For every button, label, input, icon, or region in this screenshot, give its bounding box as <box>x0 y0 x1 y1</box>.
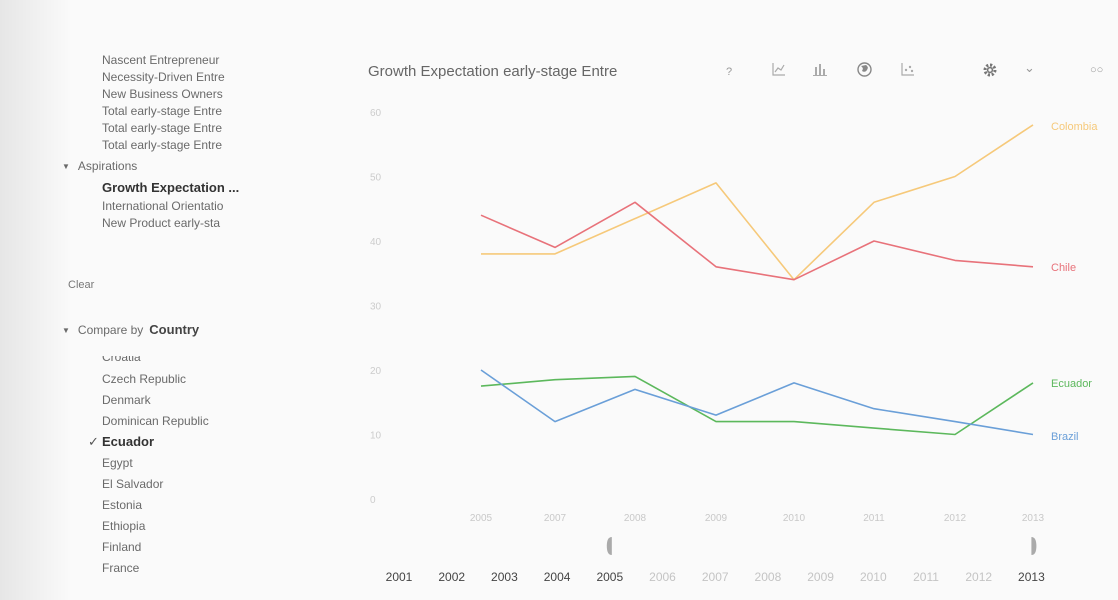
compare-by-value: Country <box>149 322 200 337</box>
indicator-item[interactable]: Total early-stage Entre <box>102 121 223 135</box>
y-tick-label: 20 <box>370 366 382 377</box>
x-tick-label: 2012 <box>944 513 967 524</box>
globe-icon[interactable] <box>857 62 872 80</box>
line-chart-icon[interactable] <box>772 62 786 79</box>
timeline-year: 2012 <box>965 570 992 584</box>
clear-button[interactable]: Clear <box>68 279 95 291</box>
country-item[interactable]: Croatia <box>102 350 141 364</box>
gear-icon[interactable] <box>982 62 998 81</box>
collapse-triangle-icon: ▼ <box>62 326 70 335</box>
series-line-ecuador <box>480 375 1034 436</box>
y-tick-label: 10 <box>370 431 382 442</box>
x-tick-label: 2005 <box>470 513 493 524</box>
left-edge-shadow <box>0 0 70 600</box>
timeline-year: 2002 <box>438 570 465 584</box>
x-tick-label: 2011 <box>863 513 885 524</box>
chart-title: Growth Expectation early-stage Entre <box>368 63 618 80</box>
timeline-year: 2007 <box>702 570 729 584</box>
country-item[interactable]: Ethiopia <box>102 519 146 533</box>
line-chart-glyph <box>772 63 785 76</box>
series-label-chile: Chile <box>1051 262 1076 274</box>
bar-chart-glyph <box>813 64 827 76</box>
y-tick-label: 30 <box>370 302 382 313</box>
timeline-year: 2011 <box>913 570 939 584</box>
indicator-item[interactable]: New Business Owners <box>102 87 223 101</box>
timeline-handle[interactable] <box>1031 537 1037 555</box>
y-tick-label: 50 <box>370 173 382 184</box>
collapse-triangle-icon: ▼ <box>62 162 70 171</box>
country-item-selected[interactable]: ✓ Ecuador <box>88 434 155 449</box>
gear-glyph <box>983 63 997 77</box>
timeline-year: 2006 <box>649 570 676 584</box>
x-tick-label: 2007 <box>544 513 567 524</box>
aspiration-item[interactable]: New Product early-sta <box>102 216 221 230</box>
timeline-year: 2008 <box>755 570 782 584</box>
timeline-handle[interactable] <box>606 537 612 555</box>
series-label-ecuador: Ecuador <box>1051 378 1092 390</box>
aspirations-label: Aspirations <box>77 159 138 173</box>
country-item[interactable]: Denmark <box>102 393 151 407</box>
country-item[interactable]: Finland <box>102 540 142 554</box>
country-item[interactable]: El Salvador <box>102 477 164 491</box>
timeline-year: 2001 <box>386 570 413 584</box>
indicator-item[interactable]: Nascent Entrepreneur <box>102 53 220 67</box>
indicator-item[interactable]: Total early-stage Entre <box>102 104 223 118</box>
checkmark-icon: ✓ <box>88 434 99 449</box>
timeline-year: 2013 <box>1018 570 1045 584</box>
country-label: Ecuador <box>102 434 155 449</box>
country-item[interactable]: Czech Republic <box>102 372 187 386</box>
series-line-chile <box>480 201 1034 281</box>
sidebar: Nascent Entrepreneur Necessity-Driven En… <box>0 0 330 600</box>
aspirations-group-toggle[interactable]: ▼ Aspirations <box>62 159 137 173</box>
timeline-year: 2005 <box>596 570 623 584</box>
indicator-item[interactable]: Total early-stage Entre <box>102 138 223 152</box>
indicator-item[interactable]: Necessity-Driven Entre <box>102 70 225 84</box>
x-tick-label: 2008 <box>624 513 647 524</box>
x-tick-label: 2013 <box>1022 513 1045 524</box>
scatter-glyph <box>901 63 914 76</box>
timeline-year: 2004 <box>544 570 571 584</box>
series-line-brazil <box>480 369 1034 436</box>
globe-glyph <box>857 62 872 77</box>
help-button[interactable]: ? <box>726 66 733 78</box>
series-label-brazil: Brazil <box>1051 431 1079 443</box>
aspiration-item[interactable]: International Orientatio <box>102 199 224 213</box>
timeline-year: 2003 <box>491 570 518 584</box>
y-tick-label: 60 <box>370 108 382 119</box>
country-item[interactable]: France <box>102 561 140 575</box>
compare-by-toggle[interactable]: ▼ Compare by Country <box>62 322 199 337</box>
aspiration-item-selected[interactable]: Growth Expectation ... <box>102 180 240 195</box>
country-item[interactable]: Estonia <box>102 498 143 512</box>
x-tick-label: 2010 <box>783 513 806 524</box>
link-icon[interactable]: ○○ <box>1090 64 1104 76</box>
timeline-year: 2009 <box>807 570 834 584</box>
timeline-year: 2010 <box>860 570 887 584</box>
series-line-colombia <box>481 124 1034 281</box>
compare-by-label: Compare by <box>77 323 144 337</box>
chevron-down-icon[interactable]: ⌄ <box>1024 60 1035 75</box>
y-tick-label: 0 <box>370 495 376 506</box>
country-item[interactable]: Egypt <box>102 456 133 470</box>
y-tick-label: 40 <box>370 237 382 248</box>
bar-chart-icon[interactable] <box>813 62 827 79</box>
series-label-colombia: Colombia <box>1051 121 1098 133</box>
scatter-icon[interactable] <box>901 62 915 79</box>
x-tick-label: 2009 <box>705 513 728 524</box>
country-item[interactable]: Dominican Republic <box>102 414 209 428</box>
